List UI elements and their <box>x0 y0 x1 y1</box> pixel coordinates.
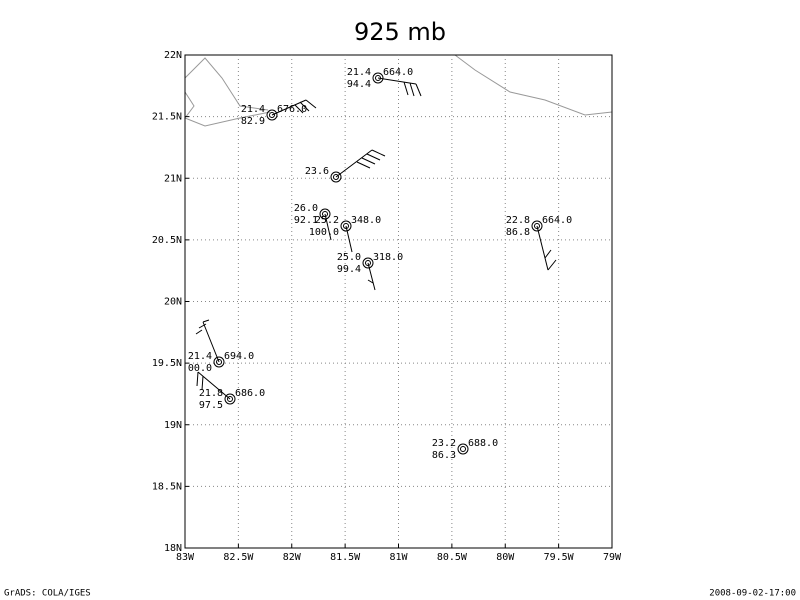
humidity-label: 00.0 <box>188 363 212 374</box>
station-marker <box>457 443 469 455</box>
humidity-label: 99.4 <box>337 264 361 275</box>
x-tick-label: 79W <box>603 552 622 563</box>
height-label: 694.0 <box>224 351 254 362</box>
humidity-label: 94.4 <box>347 79 371 90</box>
station-marker <box>330 171 342 183</box>
temperature-label: 21.4 <box>188 351 212 362</box>
station-marker-inner <box>534 223 540 229</box>
x-tick-label: 80.5W <box>437 552 468 563</box>
footer-right: 2008-09-02-17:00 <box>709 589 796 599</box>
station-marker-inner <box>365 260 371 266</box>
height-label: 664.0 <box>542 215 572 226</box>
station-marker <box>224 393 236 405</box>
station-marker <box>266 109 278 121</box>
station-marker-inner <box>333 174 339 180</box>
title: 925 mb <box>354 18 446 46</box>
station-marker-inner <box>375 75 381 81</box>
x-tick-label: 82W <box>283 552 302 563</box>
coastline <box>184 57 269 111</box>
wind-barb <box>271 99 317 116</box>
humidity-label: 92.1 <box>294 215 318 226</box>
temperature-label: 21.8 <box>199 388 223 399</box>
temperature-label: 22.8 <box>506 215 530 226</box>
footer-left: GrADS: COLA/IGES <box>4 589 91 599</box>
wind-barb <box>196 371 231 400</box>
temperature-label: 23.2 <box>432 438 456 449</box>
temperature-label: 23.6 <box>305 166 329 177</box>
y-tick-label: 21.5N <box>152 112 182 123</box>
wind-barb <box>345 225 353 253</box>
temperature-label: 21.4 <box>347 67 371 78</box>
x-tick-label: 83W <box>176 552 195 563</box>
station-marker-inner <box>322 211 328 217</box>
temperature-label: 21.4 <box>241 104 265 115</box>
y-tick-label: 18.5N <box>152 481 182 492</box>
station-marker <box>362 257 374 269</box>
height-label: 676.0 <box>277 104 307 115</box>
wind-barb <box>335 149 386 178</box>
temperature-label: 25.2 <box>315 215 339 226</box>
station-marker <box>340 220 352 232</box>
humidity-label: 100.0 <box>309 227 339 238</box>
height-label: 686.0 <box>235 388 265 399</box>
station-marker <box>213 356 225 368</box>
coastline <box>454 54 613 116</box>
temperature-label: 25.0 <box>337 252 361 263</box>
y-tick-label: 20N <box>164 297 182 308</box>
y-tick-label: 21N <box>164 173 182 184</box>
x-tick-label: 81W <box>389 552 408 563</box>
x-tick-label: 80W <box>496 552 515 563</box>
wind-barb <box>377 77 422 97</box>
wind-barb <box>195 319 220 363</box>
y-tick-label: 19.5N <box>152 358 182 369</box>
x-tick-label: 82.5W <box>223 552 254 563</box>
temperature-label: 26.0 <box>294 203 318 214</box>
height-label: 348.0 <box>351 215 381 226</box>
station-marker-inner <box>216 359 222 365</box>
station-marker-inner <box>227 396 233 402</box>
station-marker-inner <box>460 446 466 452</box>
height-label: 688.0 <box>468 438 498 449</box>
x-tick-label: 79.5W <box>544 552 575 563</box>
y-tick-label: 19N <box>164 420 182 431</box>
humidity-label: 86.3 <box>432 450 456 461</box>
humidity-label: 97.5 <box>199 400 223 411</box>
y-tick-label: 18N <box>164 543 182 554</box>
station-marker <box>531 220 543 232</box>
wind-barb <box>324 213 332 241</box>
station-marker-inner <box>269 112 275 118</box>
station-marker-inner <box>343 223 349 229</box>
x-tick-label: 81.5W <box>330 552 361 563</box>
humidity-label: 82.9 <box>241 116 265 127</box>
station-marker <box>372 72 384 84</box>
y-tick-label: 22N <box>164 50 182 61</box>
wind-barb <box>536 225 557 271</box>
station-marker <box>319 208 331 220</box>
y-tick-label: 20.5N <box>152 235 182 246</box>
humidity-label: 86.8 <box>506 227 530 238</box>
height-label: 318.0 <box>373 252 403 263</box>
height-label: 664.0 <box>383 67 413 78</box>
